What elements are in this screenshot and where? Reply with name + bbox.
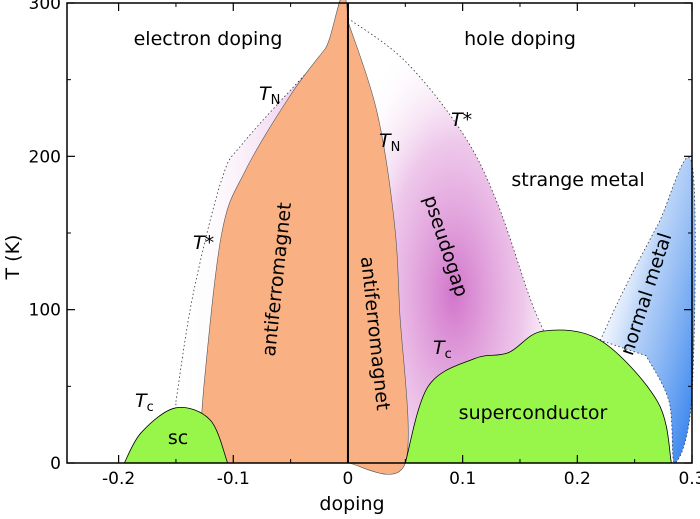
y-axis-ticks: 0 100 200 300 xyxy=(29,0,692,474)
phase-regions xyxy=(123,0,696,475)
tn-label-hole: TN xyxy=(379,130,400,155)
y-tick-label: 100 xyxy=(29,301,61,321)
antiferromagnet-region-hole xyxy=(347,21,409,475)
y-tick-label: 200 xyxy=(29,147,61,167)
tstar-label-hole: T* xyxy=(451,109,472,131)
normal-metal-region xyxy=(599,156,696,464)
strange-metal-label: strange metal xyxy=(511,169,644,191)
superconductor-label: superconductor xyxy=(459,402,608,424)
sc-label: sc xyxy=(168,427,188,449)
x-tick-label: 0 xyxy=(343,469,354,489)
tn-label-electron: TN xyxy=(259,83,280,108)
x-axis-ticks: -0.2 -0.1 0 0.1 0.2 0.3 xyxy=(102,3,700,489)
superconductor-dome-hole xyxy=(404,329,672,464)
tc-label-hole: Tc xyxy=(433,337,452,362)
x-axis-title: doping xyxy=(319,493,384,515)
superconductor-dome-electron xyxy=(123,406,229,464)
x-tick-label: 0.1 xyxy=(449,469,476,489)
tc-label-electron: Tc xyxy=(135,390,154,415)
y-tick-label: 0 xyxy=(50,454,61,474)
y-axis-title: T (K) xyxy=(2,235,24,281)
x-tick-label: -0.2 xyxy=(102,469,135,489)
electron-doping-label: electron doping xyxy=(134,28,283,50)
x-tick-label: 0.2 xyxy=(564,469,591,489)
hole-doping-label: hole doping xyxy=(464,28,576,50)
y-tick-label: 300 xyxy=(29,0,61,14)
tstar-label-electron: T* xyxy=(193,232,214,254)
x-tick-label: -0.1 xyxy=(217,469,250,489)
x-tick-label: 0.3 xyxy=(678,469,700,489)
